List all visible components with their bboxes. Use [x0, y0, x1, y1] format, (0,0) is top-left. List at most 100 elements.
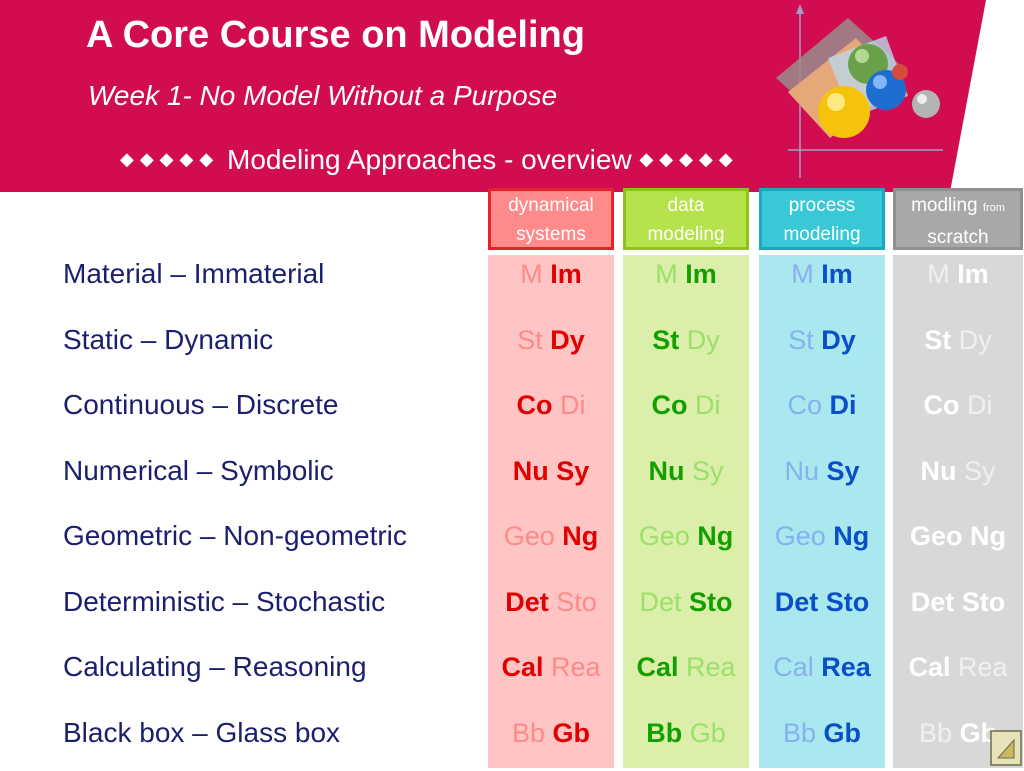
cell-term-a: Det: [505, 586, 549, 617]
cell-term-a: Geo: [774, 521, 826, 551]
diamond-bullets-left-icon: ◆◆◆◆◆: [120, 149, 220, 169]
cell-term-b: Im: [821, 259, 853, 289]
table-cell: Cal Rea: [890, 652, 1024, 683]
table-cell: Cal Rea: [618, 652, 754, 683]
cell-term-a: Cal: [501, 652, 544, 682]
cell-term-a: M: [655, 259, 678, 289]
row-label: Static – Dynamic: [63, 323, 274, 355]
table-cell: St Dy: [754, 325, 890, 356]
cell-term-a: Det: [910, 586, 955, 617]
cell-term-b: Di: [560, 390, 586, 420]
table-cell: M Im: [618, 259, 754, 290]
cell-term-b: Gb: [552, 717, 591, 748]
banner-shape: [0, 0, 986, 192]
table-cell: Geo Ng: [483, 521, 619, 552]
table-cell: Nu Sy: [754, 456, 890, 487]
column-modeling-from-scratch: [893, 255, 1023, 768]
cell-term-b: Sto: [556, 586, 597, 617]
cell-term-b: Sto: [825, 586, 870, 617]
table-cell: St Dy: [483, 325, 619, 356]
cell-term-a: Nu: [920, 455, 957, 486]
cell-term-b: Rea: [551, 652, 601, 682]
cell-term-a: Geo: [909, 521, 963, 551]
cell-term-a: Cal: [773, 652, 814, 682]
table-cell: Det Sto: [890, 587, 1024, 618]
cell-term-a: Nu: [648, 455, 685, 486]
table-cell: Nu Sy: [483, 456, 619, 487]
cell-term-b: Sy: [692, 455, 724, 486]
section-heading: ◆◆◆◆◆ Modeling Approaches - overview ◆◆◆…: [120, 144, 739, 176]
cell-term-a: Det: [639, 586, 682, 617]
column-dynamical-systems: [488, 255, 614, 768]
cell-term-a: Geo: [503, 521, 555, 551]
cell-term-b: Sy: [964, 455, 996, 486]
table-cell: Nu Sy: [890, 456, 1024, 487]
cell-term-a: Co: [516, 390, 553, 420]
cell-term-a: Bb: [511, 717, 545, 748]
table-cell: Geo Ng: [890, 521, 1024, 552]
header-line2: scratch: [927, 227, 989, 248]
table-cell: Bb Gb: [754, 718, 890, 749]
table-cell: Co Di: [754, 390, 890, 421]
next-slide-icon[interactable]: [990, 730, 1022, 766]
table-cell: Nu Sy: [618, 456, 754, 487]
table-cell: Cal Rea: [754, 652, 890, 683]
cell-term-b: Dy: [958, 324, 992, 355]
cell-term-b: Dy: [821, 324, 856, 355]
cell-term-a: Nu: [784, 455, 819, 486]
cell-term-b: Di: [829, 390, 857, 420]
column-data-modeling: [623, 255, 749, 768]
row-label: Continuous – Discrete: [63, 389, 339, 420]
cell-term-a: Det: [774, 586, 819, 617]
cell-term-b: Rea: [821, 652, 871, 682]
cell-term-b: Dy: [550, 324, 585, 355]
table-cell: Det Sto: [754, 587, 890, 618]
header-small: from: [982, 202, 1005, 214]
cell-term-a: Bb: [782, 717, 816, 748]
table-cell: Co Di: [483, 390, 619, 421]
header-line1: dynamical: [508, 195, 594, 216]
cell-term-a: St: [517, 324, 543, 355]
cell-term-a: St: [652, 324, 680, 355]
cell-term-a: M: [520, 259, 543, 289]
row-label: Deterministic – Stochastic: [63, 585, 386, 617]
table-cell: Geo Ng: [754, 521, 890, 552]
cell-term-b: Di: [967, 390, 993, 420]
cell-term-b: Ng: [970, 521, 1007, 551]
cell-term-a: M: [791, 259, 814, 289]
cell-term-b: Sto: [961, 586, 1006, 617]
cell-term-a: Bb: [646, 717, 683, 748]
cell-term-a: Co: [787, 390, 822, 420]
table-cell: St Dy: [618, 325, 754, 356]
table-cell: Cal Rea: [483, 652, 619, 683]
header-line2: modeling: [783, 224, 861, 245]
table-cell: M Im: [754, 259, 890, 290]
cell-term-b: Di: [695, 390, 721, 420]
row-label: Black box – Glass box: [63, 716, 341, 748]
cell-term-b: Dy: [686, 324, 720, 355]
slide-subtitle: Week 1- No Model Without a Purpose: [88, 80, 558, 111]
table-cell: Co Di: [618, 390, 754, 421]
page-number: 40: [956, 173, 969, 185]
header-line1: data: [667, 195, 705, 216]
row-label: Geometric – Non-geometric: [63, 520, 407, 551]
cell-term-b: Sy: [556, 455, 590, 486]
diamond-bullets-right-icon: ◆◆◆◆◆: [639, 149, 739, 169]
modeling-logo-icon: [758, 0, 948, 190]
cell-term-a: Co: [923, 390, 960, 420]
table-cell: Det Sto: [618, 587, 754, 618]
cell-term-a: Geo: [638, 521, 690, 551]
header-line2: systems: [516, 224, 586, 245]
cell-term-b: Im: [550, 259, 582, 289]
header-data-modeling: data modeling: [623, 188, 749, 250]
header-modeling-from-scratch: modling from scratch: [893, 188, 1023, 250]
cell-term-a: Cal: [908, 652, 951, 682]
cell-term-a: Cal: [636, 652, 679, 682]
cell-term-a: M: [927, 259, 950, 289]
table-cell: Geo Ng: [618, 521, 754, 552]
cell-term-b: Rea: [686, 652, 736, 682]
cell-term-b: Im: [957, 259, 989, 289]
table-cell: Bb Gb: [618, 718, 754, 749]
table-cell: Det Sto: [483, 587, 619, 618]
cell-term-b: Gb: [823, 717, 862, 748]
